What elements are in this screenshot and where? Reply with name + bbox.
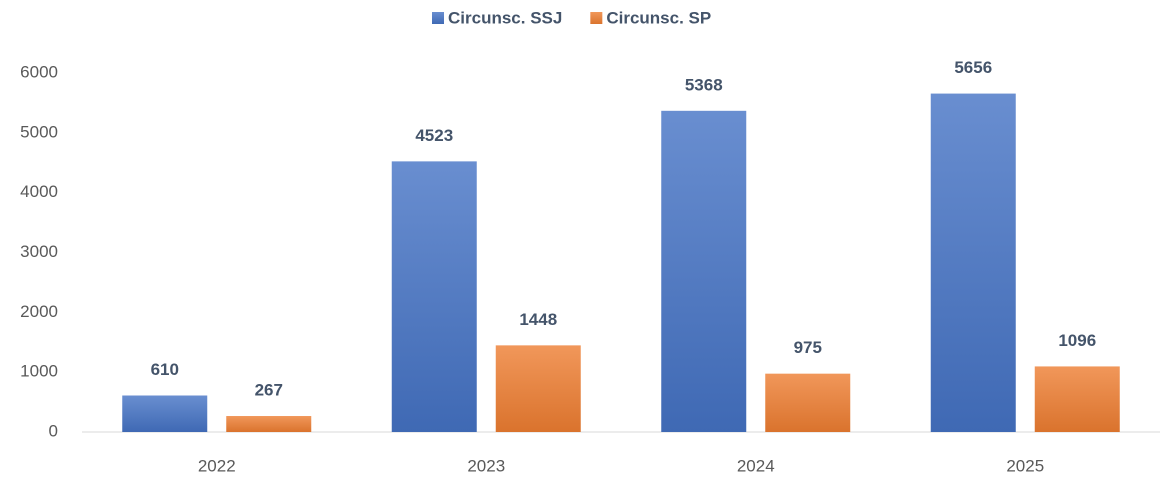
bar: [495, 345, 581, 432]
y-tick-label: 2000: [20, 302, 58, 321]
legend-label: Circunsc. SSJ: [448, 8, 562, 27]
data-label: 1448: [519, 310, 557, 329]
data-label: 1096: [1058, 331, 1096, 350]
data-label: 610: [151, 360, 179, 379]
bar: [1034, 366, 1120, 432]
y-tick-label: 5000: [20, 122, 58, 141]
data-label: 267: [255, 381, 283, 400]
legend-swatch: [432, 12, 444, 24]
y-tick-label: 4000: [20, 182, 58, 201]
bar: [122, 395, 208, 432]
legend-label: Circunsc. SP: [606, 8, 711, 27]
x-tick-label: 2025: [1006, 456, 1044, 475]
y-tick-label: 0: [49, 421, 58, 440]
data-label: 5656: [954, 58, 992, 77]
y-tick-label: 1000: [20, 362, 58, 381]
x-tick-label: 2023: [467, 456, 505, 475]
x-tick-label: 2022: [198, 456, 236, 475]
data-label: 4523: [415, 126, 453, 145]
bar: [661, 110, 747, 432]
legend-swatch: [590, 12, 603, 24]
bar: [226, 416, 312, 432]
y-tick-label: 3000: [20, 242, 58, 261]
y-tick-label: 6000: [20, 62, 58, 81]
bar: [765, 373, 851, 432]
bar: [391, 161, 477, 432]
bar: [930, 93, 1016, 432]
x-tick-label: 2024: [737, 456, 775, 475]
data-label: 975: [794, 338, 822, 357]
data-label: 5368: [685, 75, 723, 94]
